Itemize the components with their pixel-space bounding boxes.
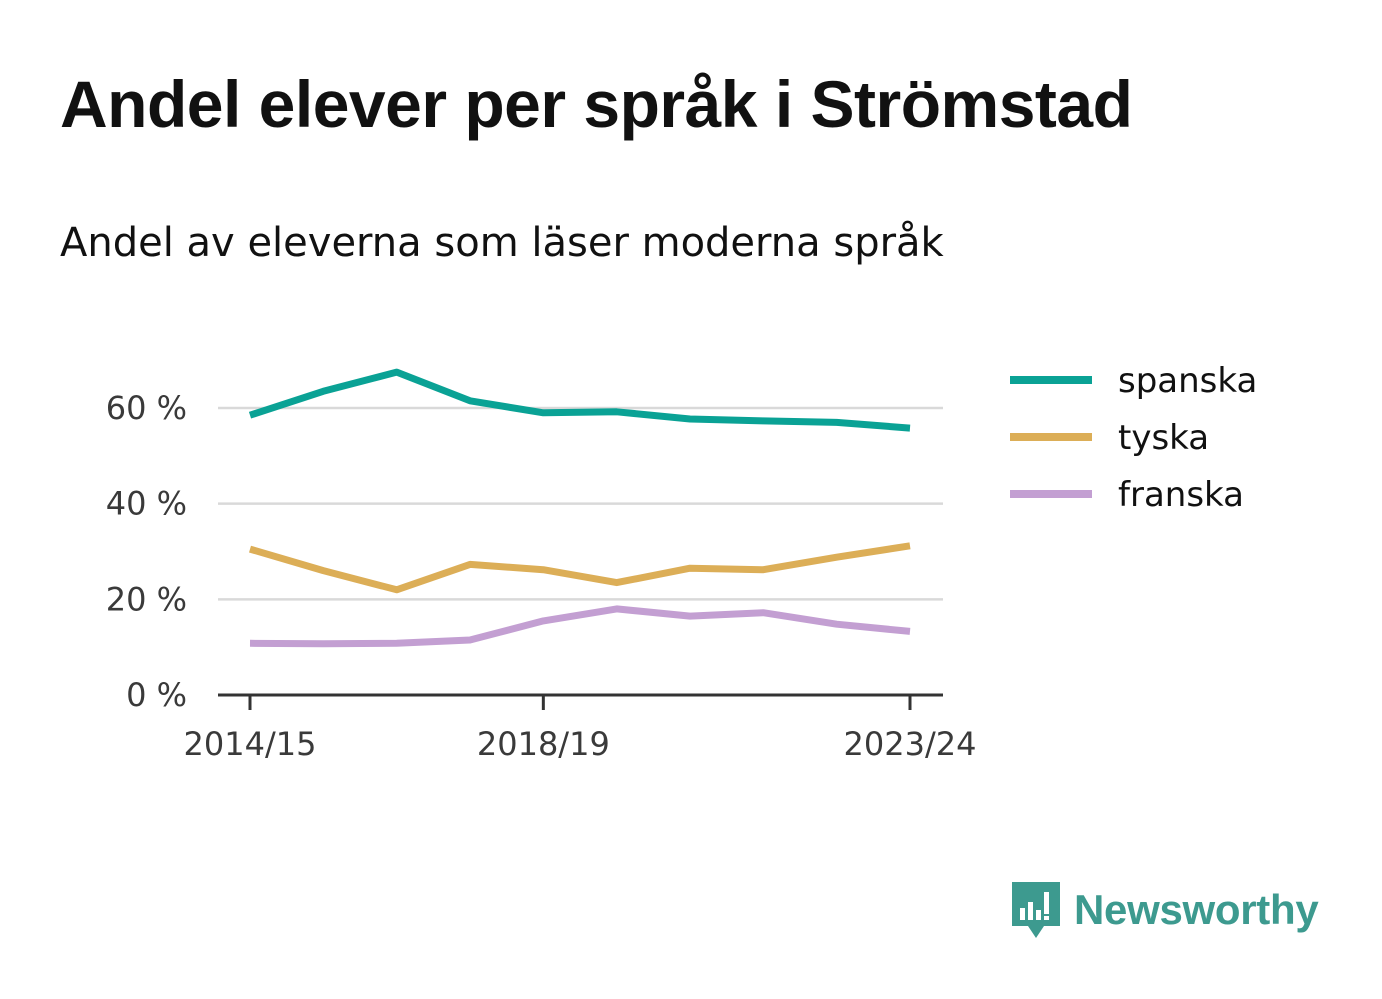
logo-text: Newsworthy [1074, 886, 1319, 933]
x-tick-label: 2023/24 [844, 725, 977, 763]
axes: 0 % 20 % 40 % 60 % 2014/15 2018/19 2023/24 [106, 389, 977, 763]
series-line-spanska [248, 368, 911, 432]
chart-title: Andel elever per språk i Strömstad [60, 67, 1133, 141]
legend-label-franska: franska [1118, 475, 1244, 515]
series-line-tyska [249, 542, 911, 594]
x-tick-label: 2018/19 [477, 725, 610, 763]
legend: spanska tyska franska [1010, 361, 1257, 515]
chart-subtitle: Andel av eleverna som läser moderna språ… [60, 220, 944, 266]
bar-chart-speech-bubble-icon [1012, 882, 1060, 938]
gridlines [218, 406, 943, 601]
y-tick-label: 0 % [126, 676, 187, 714]
series-lines [248, 368, 911, 648]
y-tick-label: 40 % [106, 485, 187, 523]
newsworthy-logo: Newsworthy [1010, 878, 1319, 942]
series-line-franska [249, 605, 911, 648]
y-tick-label: 60 % [106, 389, 187, 427]
y-tick-label: 20 % [106, 580, 187, 618]
legend-label-spanska: spanska [1118, 361, 1257, 401]
x-tick-label: 2014/15 [184, 725, 317, 763]
legend-label-tyska: tyska [1118, 418, 1209, 458]
